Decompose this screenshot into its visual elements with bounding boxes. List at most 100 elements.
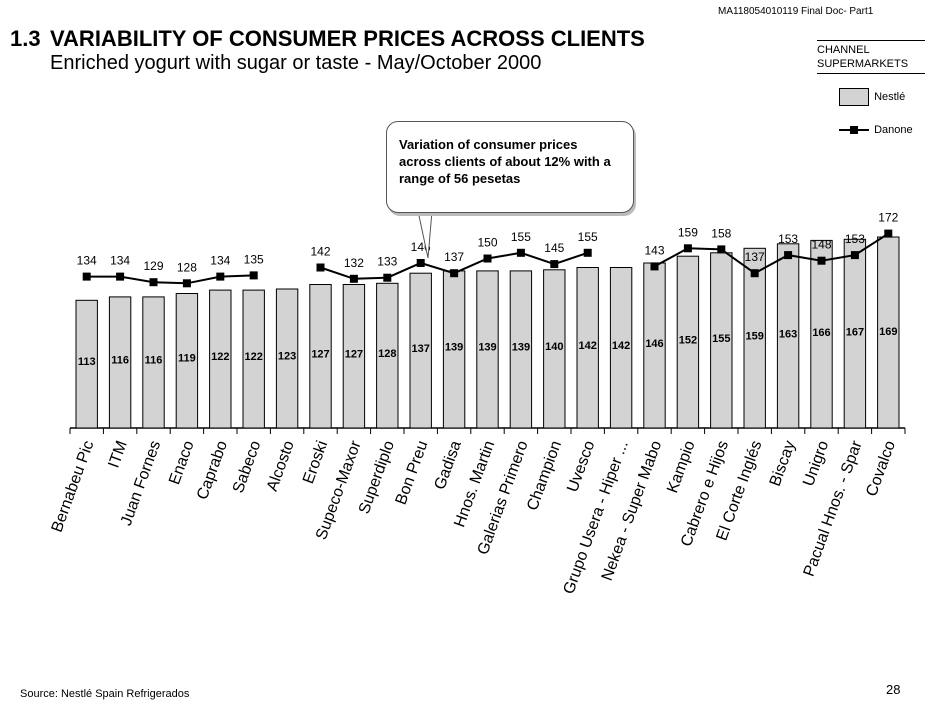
bar-value-label: 163	[779, 329, 797, 341]
category-label: ITM	[105, 439, 130, 471]
bar-value-label: 127	[311, 348, 329, 360]
danone-value-label: 158	[711, 226, 731, 240]
bar-value-label: 139	[478, 342, 496, 354]
point-danone	[316, 263, 325, 272]
page-number: 28	[886, 682, 901, 697]
bar-value-label: 159	[746, 331, 764, 343]
category-label: Bon Preu	[393, 439, 432, 508]
legend-nestle-swatch	[839, 88, 869, 106]
callout-text: Variation of consumer prices across clie…	[399, 137, 611, 186]
bar-value-label: 152	[679, 335, 697, 347]
channel-label: CHANNEL SUPERMARKETS	[817, 40, 925, 74]
bar-value-label: 146	[645, 338, 663, 350]
category-label: Unigro	[800, 438, 832, 488]
bar-nestle	[242, 289, 265, 429]
bar-nestle	[108, 296, 132, 429]
category-label: Kampio	[664, 438, 699, 495]
bar-nestle	[275, 288, 299, 429]
bar-value-label: 123	[278, 351, 296, 363]
point-danone	[750, 269, 759, 278]
bar-value-label: 122	[245, 351, 263, 363]
point-danone	[583, 248, 592, 257]
category-label: Caprabo	[194, 438, 231, 502]
danone-value-label: 155	[511, 230, 531, 244]
category-label: Biscay	[767, 439, 799, 489]
line-danone-segment	[86, 274, 254, 285]
bar-value-label: 169	[879, 326, 897, 338]
bar-value-label: 122	[211, 351, 229, 363]
point-danone	[516, 248, 525, 257]
category-label: Enaco	[166, 438, 198, 487]
point-danone	[116, 272, 125, 281]
bar-value-label: 166	[812, 327, 830, 339]
bar-nestle	[409, 272, 432, 429]
bar-value-label: 155	[712, 333, 730, 345]
point-danone	[416, 259, 425, 267]
bar-value-label: 167	[846, 326, 864, 338]
danone-value-label: 150	[477, 236, 497, 250]
danone-value-label: 153	[778, 232, 798, 246]
danone-value-label: 137	[745, 250, 765, 264]
danone-value-label: 172	[878, 211, 898, 225]
bar-value-label: 140	[545, 341, 563, 353]
point-danone	[784, 251, 793, 260]
bar-value-label: 139	[445, 342, 463, 354]
danone-value-label: 143	[644, 243, 664, 257]
bar-nestle	[743, 247, 766, 429]
callout-box: Variation of consumer prices across clie…	[386, 121, 634, 213]
bar-nestle	[476, 270, 499, 429]
legend-danone-label: Danone	[874, 124, 913, 136]
category-label: Eroski	[300, 439, 331, 487]
danone-value-label: 134	[77, 254, 97, 268]
channel-line-1: CHANNEL	[817, 44, 870, 56]
point-danone	[884, 229, 893, 238]
bar-nestle	[209, 289, 232, 429]
danone-value-label: 135	[244, 252, 264, 266]
bar-nestle	[309, 284, 332, 429]
danone-value-label: 137	[444, 250, 464, 264]
bar-nestle	[376, 282, 399, 429]
category-label: Gadisa	[432, 438, 465, 492]
bar-value-label: 142	[612, 340, 630, 352]
channel-line-2: SUPERMARKETS	[817, 58, 909, 70]
page-subtitle: Enriched yogurt with sugar or taste - Ma…	[50, 52, 542, 74]
document-id: MA118054010119 Final Doc- Part1	[718, 6, 874, 17]
legend-danone: Danone	[839, 123, 913, 137]
point-danone	[717, 245, 726, 254]
point-danone	[249, 271, 258, 280]
point-danone	[182, 279, 191, 288]
danone-value-label: 134	[110, 254, 130, 268]
danone-value-label: 133	[377, 255, 397, 269]
bar-value-label: 142	[579, 340, 597, 352]
point-danone	[683, 244, 692, 253]
bar-value-label: 113	[78, 356, 96, 368]
point-danone	[82, 272, 91, 281]
legend-nestle-label: Nestlé	[874, 91, 906, 103]
bar-nestle	[342, 284, 366, 429]
legend-nestle: Nestlé	[839, 88, 905, 106]
point-danone	[349, 274, 358, 283]
section-number: 1.3	[10, 26, 41, 51]
danone-value-label: 132	[344, 256, 364, 270]
bar-nestle	[142, 296, 165, 429]
danone-value-label: 148	[811, 238, 831, 252]
danone-value-label: 134	[210, 254, 230, 268]
category-label: Covalco	[863, 438, 899, 498]
bar-value-label: 137	[412, 343, 430, 355]
bar-value-label: 119	[178, 353, 196, 365]
point-danone	[817, 256, 826, 265]
category-label: Uvesco	[564, 438, 598, 494]
bar-nestle	[810, 239, 833, 429]
point-danone	[149, 278, 158, 287]
point-danone	[650, 262, 659, 271]
point-danone	[550, 260, 559, 269]
bar-value-label: 128	[378, 348, 396, 360]
source-note: Source: Nestlé Spain Refrigerados	[20, 688, 190, 700]
point-danone	[216, 272, 225, 281]
bar-nestle	[75, 299, 98, 429]
point-danone	[483, 254, 492, 263]
category-label: Champion	[524, 439, 565, 513]
line-danone-segment	[654, 232, 889, 275]
danone-value-label: 129	[143, 259, 163, 273]
